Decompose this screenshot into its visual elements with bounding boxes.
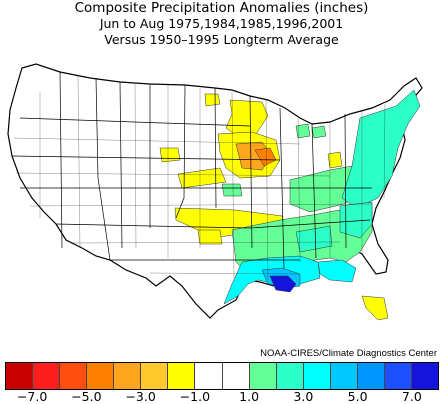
legend-tick-label: −7.0 [16,389,48,404]
wet-region-louisiana-coast [269,275,297,293]
dry-region-dakota-east [204,93,221,107]
legend-color-swatch [303,363,331,389]
dry-region-south-florida [361,295,389,321]
legend-tick-label: 5.0 [347,389,368,404]
legend-color-swatch [141,363,169,389]
map-subtitle-period: Jun to Aug 1975,1984,1985,1996,2001 [99,16,344,31]
legend-color-swatch [195,363,223,389]
legend-tick-label: 1.0 [239,389,260,404]
legend-color-swatch [384,363,412,389]
legend-color-swatch [6,363,34,389]
wet-region-carolinas [339,201,373,239]
wet-region-tennessee-valley [295,225,333,253]
legend-tick-label: 3.0 [293,389,314,404]
map-subtitle-baseline: Versus 1950–1995 Longterm Average [104,32,339,47]
data-source-credit: NOAA-CIRES/Climate Diagnostics Center [260,348,437,359]
legend-tick-label: −1.0 [179,389,211,404]
legend-color-swatch [33,363,61,389]
legend-color-swatch [357,363,385,389]
wet-region-northeast [341,89,421,209]
legend-color-swatch [87,363,115,389]
legend-color-swatch [60,363,88,389]
legend-color-swatch [222,363,250,389]
legend-color-swatch [249,363,277,389]
color-scale-legend [5,362,439,390]
legend-tick-label: 7.0 [401,389,422,404]
state-borders [11,71,372,269]
legend-tick-label: −5.0 [71,389,102,404]
legend-color-swatch [330,363,358,389]
legend-color-swatch [168,363,196,389]
wet-region-wisconsin [295,123,311,139]
us-precipitation-map [7,63,423,321]
legend-color-swatch [411,363,438,389]
wet-region-upper-michigan [311,125,327,139]
dry-region-montana [159,147,181,163]
dry-region-nebraska [177,167,227,189]
dry-region-indiana [327,151,343,169]
wet-region-kansas [221,183,243,197]
legend-tick-labels: −7.0 −5.0 −3.0 −1.0 1.0 3.0 5.0 7.0 [5,389,439,404]
dry-region-north-texas [197,229,223,245]
legend-tick-label: −3.0 [125,389,156,404]
wet-region-florida-panhandle [317,259,357,283]
legend-color-swatch [114,363,142,389]
anomaly-fills [159,89,421,321]
legend-color-swatch [276,363,304,389]
map-title: Composite Precipitation Anomalies (inche… [74,0,369,16]
climate-division-lines [13,75,386,281]
